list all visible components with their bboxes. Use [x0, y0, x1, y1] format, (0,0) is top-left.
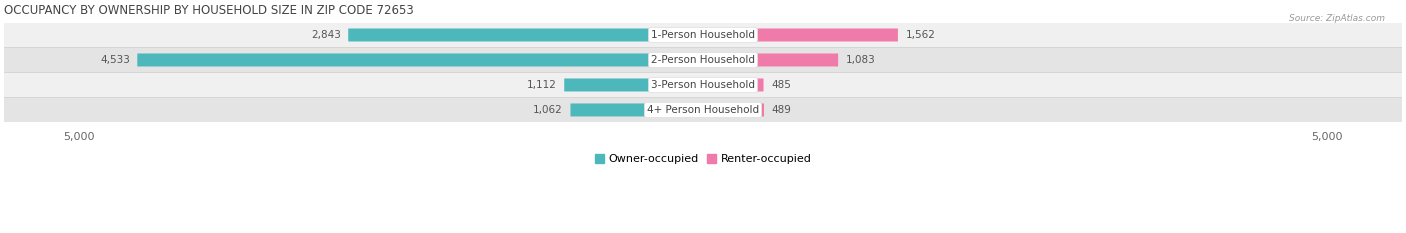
- Text: 485: 485: [770, 80, 792, 90]
- Text: Source: ZipAtlas.com: Source: ZipAtlas.com: [1289, 14, 1385, 23]
- Text: 1,112: 1,112: [527, 80, 557, 90]
- Text: 1-Person Household: 1-Person Household: [651, 30, 755, 40]
- Text: 3-Person Household: 3-Person Household: [651, 80, 755, 90]
- FancyBboxPatch shape: [703, 103, 763, 116]
- Text: 4,533: 4,533: [100, 55, 129, 65]
- FancyBboxPatch shape: [349, 28, 703, 41]
- Text: 489: 489: [772, 105, 792, 115]
- Text: 1,562: 1,562: [905, 30, 935, 40]
- Text: 1,083: 1,083: [845, 55, 876, 65]
- FancyBboxPatch shape: [0, 48, 1406, 72]
- FancyBboxPatch shape: [703, 28, 898, 41]
- Text: 1,062: 1,062: [533, 105, 562, 115]
- FancyBboxPatch shape: [703, 54, 838, 66]
- FancyBboxPatch shape: [571, 103, 703, 116]
- FancyBboxPatch shape: [564, 79, 703, 92]
- FancyBboxPatch shape: [703, 79, 763, 92]
- FancyBboxPatch shape: [0, 23, 1406, 48]
- Text: 4+ Person Household: 4+ Person Household: [647, 105, 759, 115]
- FancyBboxPatch shape: [0, 97, 1406, 123]
- Text: OCCUPANCY BY OWNERSHIP BY HOUSEHOLD SIZE IN ZIP CODE 72653: OCCUPANCY BY OWNERSHIP BY HOUSEHOLD SIZE…: [4, 4, 413, 17]
- FancyBboxPatch shape: [138, 54, 703, 66]
- Text: 2-Person Household: 2-Person Household: [651, 55, 755, 65]
- Text: 2,843: 2,843: [311, 30, 340, 40]
- FancyBboxPatch shape: [0, 72, 1406, 97]
- Legend: Owner-occupied, Renter-occupied: Owner-occupied, Renter-occupied: [591, 150, 815, 169]
